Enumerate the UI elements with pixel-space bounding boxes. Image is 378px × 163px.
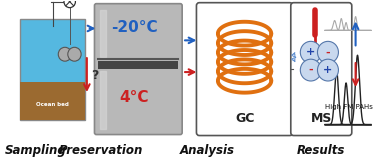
Text: +: + [323,65,333,75]
Text: +: + [306,47,315,57]
Text: Preservation: Preservation [59,144,143,157]
Circle shape [64,0,76,8]
Text: -: - [308,65,313,75]
Text: Analysis: Analysis [180,144,234,157]
Text: ?: ? [91,69,98,82]
Text: GC: GC [235,112,254,125]
Text: -: - [325,47,330,57]
Circle shape [300,59,321,81]
Text: Ocean bed: Ocean bed [36,102,69,107]
Text: Sampling: Sampling [5,144,67,157]
FancyBboxPatch shape [20,19,85,120]
FancyBboxPatch shape [94,4,182,134]
Circle shape [318,41,338,63]
Text: -20°C: -20°C [111,20,158,35]
Text: MS: MS [311,112,332,125]
FancyBboxPatch shape [197,3,293,136]
FancyBboxPatch shape [291,3,352,136]
Text: 4°C: 4°C [120,89,149,104]
Text: Results: Results [296,144,345,157]
Circle shape [300,41,321,63]
FancyBboxPatch shape [98,61,178,69]
FancyBboxPatch shape [20,82,85,120]
Text: High FM PAHs: High FM PAHs [325,104,373,110]
Circle shape [58,47,71,61]
Circle shape [68,47,81,61]
Circle shape [318,59,338,81]
